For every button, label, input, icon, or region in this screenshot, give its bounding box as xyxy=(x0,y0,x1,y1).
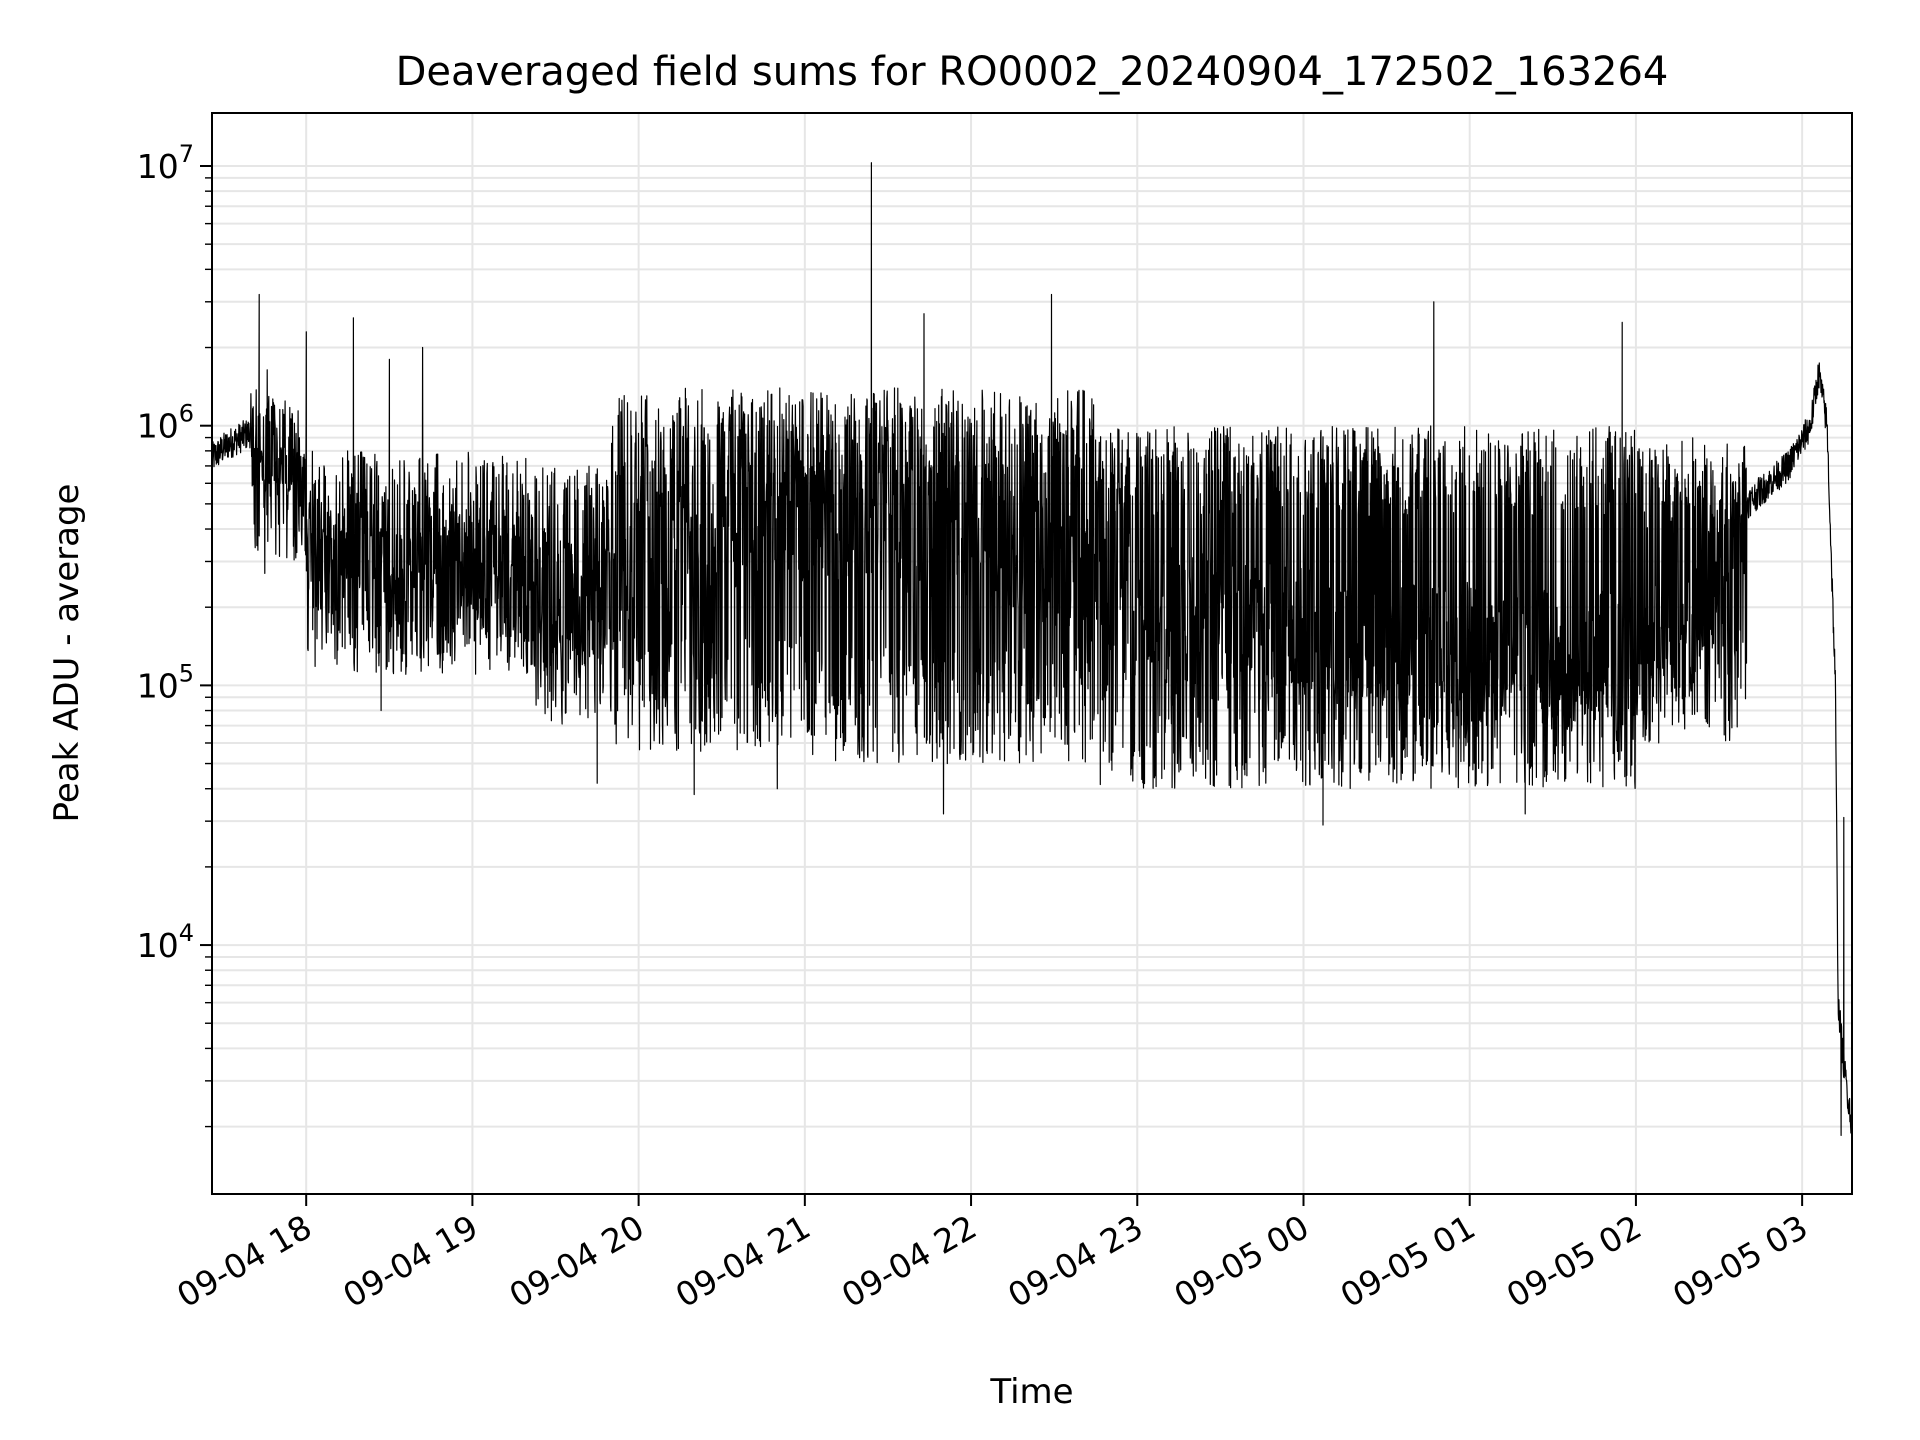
x-tick-label: 09-04 22 xyxy=(835,1207,983,1315)
plot-frame xyxy=(211,112,1853,1195)
series-line xyxy=(212,162,1852,1136)
grid-layer xyxy=(212,113,1852,1194)
series-layer xyxy=(212,162,1852,1136)
x-tick-label: 09-04 21 xyxy=(669,1207,817,1315)
x-tick-label: 09-05 00 xyxy=(1167,1207,1315,1315)
x-tick-label: 09-05 02 xyxy=(1500,1207,1648,1315)
y-tick-exponent: 5 xyxy=(179,659,194,687)
y-tick-label: 105 xyxy=(137,659,194,705)
y-tick-label: 104 xyxy=(137,919,194,965)
x-axis-label: Time xyxy=(989,1372,1073,1412)
y-tick-base: 10 xyxy=(137,407,179,446)
x-tick-label: 09-05 03 xyxy=(1666,1207,1814,1315)
y-tick-base: 10 xyxy=(137,147,179,186)
plot-area xyxy=(212,162,1852,1136)
y-tick-exponent: 4 xyxy=(179,919,194,947)
chart-title: Deaveraged field sums for RO0002_2024090… xyxy=(396,49,1669,95)
x-tick-label: 09-04 23 xyxy=(1001,1207,1149,1315)
x-tick-label: 09-04 18 xyxy=(170,1207,318,1315)
x-tick-label: 09-04 19 xyxy=(336,1207,484,1315)
y-tick-label: 106 xyxy=(137,400,194,446)
y-tick-exponent: 6 xyxy=(179,400,194,428)
y-tick-base: 10 xyxy=(137,666,179,705)
y-tick-label: 107 xyxy=(137,140,194,186)
y-axis-label: Peak ADU - average xyxy=(47,484,87,823)
x-tick-label: 09-04 20 xyxy=(503,1207,651,1315)
x-tick-label: 09-05 01 xyxy=(1334,1207,1482,1315)
y-tick-exponent: 7 xyxy=(179,140,194,168)
y-tick-base: 10 xyxy=(137,926,179,965)
